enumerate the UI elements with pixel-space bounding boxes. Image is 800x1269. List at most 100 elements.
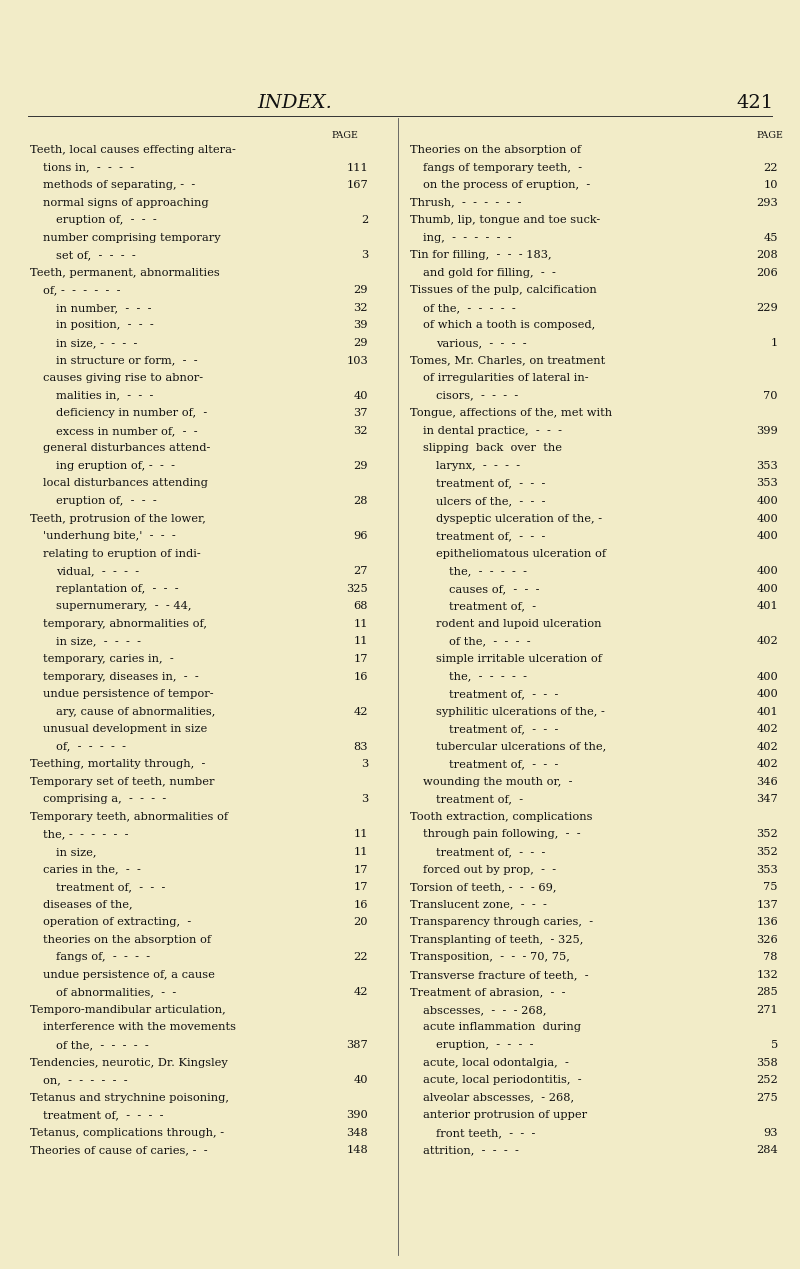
Text: ing,  -  -  -  -  -  -: ing, - - - - - - — [423, 232, 512, 242]
Text: treatment of,  -: treatment of, - — [436, 794, 523, 805]
Text: Treatment of abrasion,  -  -: Treatment of abrasion, - - — [410, 987, 566, 997]
Text: 75: 75 — [763, 882, 778, 892]
Text: Transposition,  -  -  - 70, 75,: Transposition, - - - 70, 75, — [410, 952, 570, 962]
Text: supernumerary,  -  - 44,: supernumerary, - - 44, — [56, 602, 191, 612]
Text: methods of separating, -  -: methods of separating, - - — [43, 180, 195, 190]
Text: 208: 208 — [756, 250, 778, 260]
Text: in number,  -  -  -: in number, - - - — [56, 303, 151, 313]
Text: set of,  -  -  -  -: set of, - - - - — [56, 250, 136, 260]
Text: of the,  -  -  -  -: of the, - - - - — [449, 636, 530, 646]
Text: 20: 20 — [354, 917, 368, 928]
Text: 93: 93 — [763, 1128, 778, 1138]
Text: 402: 402 — [756, 636, 778, 646]
Text: Translucent zone,  -  -  -: Translucent zone, - - - — [410, 900, 547, 910]
Text: number comprising temporary: number comprising temporary — [43, 232, 221, 242]
Text: alveolar abscesses,  - 268,: alveolar abscesses, - 268, — [423, 1093, 574, 1103]
Text: 400: 400 — [756, 514, 778, 524]
Text: Teeth, local causes effecting altera-: Teeth, local causes effecting altera- — [30, 145, 236, 155]
Text: 284: 284 — [756, 1146, 778, 1155]
Text: 167: 167 — [346, 180, 368, 190]
Text: rodent and lupoid ulceration: rodent and lupoid ulceration — [436, 619, 602, 629]
Text: excess in number of,  -  -: excess in number of, - - — [56, 426, 198, 435]
Text: 1: 1 — [770, 338, 778, 348]
Text: 2: 2 — [361, 216, 368, 225]
Text: and gold for filling,  -  -: and gold for filling, - - — [423, 268, 556, 278]
Text: 32: 32 — [354, 303, 368, 313]
Text: Tooth extraction, complications: Tooth extraction, complications — [410, 812, 593, 822]
Text: Teething, mortality through,  -: Teething, mortality through, - — [30, 759, 206, 769]
Text: the, -  -  -  -  -  -: the, - - - - - - — [43, 830, 129, 840]
Text: 400: 400 — [756, 566, 778, 576]
Text: ary, cause of abnormalities,: ary, cause of abnormalities, — [56, 707, 215, 717]
Text: 353: 353 — [756, 864, 778, 874]
Text: 40: 40 — [354, 391, 368, 401]
Text: 326: 326 — [756, 935, 778, 944]
Text: 17: 17 — [354, 882, 368, 892]
Text: 111: 111 — [346, 162, 368, 173]
Text: 275: 275 — [756, 1093, 778, 1103]
Text: 68: 68 — [354, 602, 368, 612]
Text: causes giving rise to abnor-: causes giving rise to abnor- — [43, 373, 203, 383]
Text: the,  -  -  -  -  -: the, - - - - - — [449, 566, 527, 576]
Text: 390: 390 — [346, 1110, 368, 1121]
Text: through pain following,  -  -: through pain following, - - — [423, 830, 581, 840]
Text: the,  -  -  -  -  -: the, - - - - - — [449, 671, 527, 681]
Text: 'underhung bite,'  -  -  -: 'underhung bite,' - - - — [43, 532, 176, 541]
Text: theories on the absorption of: theories on the absorption of — [43, 935, 211, 944]
Text: 16: 16 — [354, 900, 368, 910]
Text: 96: 96 — [354, 532, 368, 541]
Text: epitheliomatous ulceration of: epitheliomatous ulceration of — [436, 548, 606, 558]
Text: comprising a,  -  -  -  -: comprising a, - - - - — [43, 794, 166, 805]
Text: Temporary teeth, abnormalities of: Temporary teeth, abnormalities of — [30, 812, 228, 822]
Text: acute, local odontalgia,  -: acute, local odontalgia, - — [423, 1057, 569, 1067]
Text: tubercular ulcerations of the,: tubercular ulcerations of the, — [436, 741, 606, 751]
Text: replantation of,  -  -  -: replantation of, - - - — [56, 584, 178, 594]
Text: PAGE: PAGE — [757, 131, 783, 140]
Text: PAGE: PAGE — [331, 131, 358, 140]
Text: abscesses,  -  -  - 268,: abscesses, - - - 268, — [423, 1005, 546, 1015]
Text: 353: 353 — [756, 461, 778, 471]
Text: Theories on the absorption of: Theories on the absorption of — [410, 145, 581, 155]
Text: of abnormalities,  -  -: of abnormalities, - - — [56, 987, 176, 997]
Text: 29: 29 — [354, 286, 368, 296]
Text: Tetanus, complications through, -: Tetanus, complications through, - — [30, 1128, 224, 1138]
Text: Tetanus and strychnine poisoning,: Tetanus and strychnine poisoning, — [30, 1093, 229, 1103]
Text: Tomes, Mr. Charles, on treatment: Tomes, Mr. Charles, on treatment — [410, 355, 606, 365]
Text: forced out by prop,  -  -: forced out by prop, - - — [423, 864, 556, 874]
Text: 22: 22 — [354, 952, 368, 962]
Text: treatment of,  -  -  -: treatment of, - - - — [56, 882, 166, 892]
Text: 353: 353 — [756, 478, 778, 489]
Text: eruption,  -  -  -  -: eruption, - - - - — [436, 1041, 534, 1049]
Text: of which a tooth is composed,: of which a tooth is composed, — [423, 321, 595, 330]
Text: malities in,  -  -  -: malities in, - - - — [56, 391, 154, 401]
Text: tions in,  -  -  -  -: tions in, - - - - — [43, 162, 134, 173]
Text: 40: 40 — [354, 1075, 368, 1085]
Text: 45: 45 — [763, 232, 778, 242]
Text: 352: 352 — [756, 846, 778, 857]
Text: Torsion of teeth, -  -  - 69,: Torsion of teeth, - - - 69, — [410, 882, 557, 892]
Text: Temporary set of teeth, number: Temporary set of teeth, number — [30, 777, 214, 787]
Text: 136: 136 — [756, 917, 778, 928]
Text: of,  -  -  -  -  -: of, - - - - - — [56, 741, 126, 751]
Text: 42: 42 — [354, 707, 368, 717]
Text: treatment of,  -: treatment of, - — [449, 602, 536, 612]
Text: Theories of cause of caries, -  -: Theories of cause of caries, - - — [30, 1146, 208, 1155]
Text: treatment of,  -  -  -: treatment of, - - - — [436, 532, 546, 541]
Text: local disturbances attending: local disturbances attending — [43, 478, 208, 489]
Text: 29: 29 — [354, 338, 368, 348]
Text: temporary, abnormalities of,: temporary, abnormalities of, — [43, 619, 207, 629]
Text: 271: 271 — [756, 1005, 778, 1015]
Text: fangs of temporary teeth,  -: fangs of temporary teeth, - — [423, 162, 582, 173]
Text: 17: 17 — [354, 654, 368, 664]
Text: syphilitic ulcerations of the, -: syphilitic ulcerations of the, - — [436, 707, 605, 717]
Text: acute inflammation  during: acute inflammation during — [423, 1023, 581, 1033]
Text: interference with the movements: interference with the movements — [43, 1023, 236, 1033]
Text: 32: 32 — [354, 426, 368, 435]
Text: 347: 347 — [756, 794, 778, 805]
Text: Tissues of the pulp, calcification: Tissues of the pulp, calcification — [410, 286, 597, 296]
Text: Transparency through caries,  -: Transparency through caries, - — [410, 917, 593, 928]
Text: Transverse fracture of teeth,  -: Transverse fracture of teeth, - — [410, 970, 589, 980]
Text: 83: 83 — [354, 741, 368, 751]
Text: 325: 325 — [346, 584, 368, 594]
Text: in position,  -  -  -: in position, - - - — [56, 321, 154, 330]
